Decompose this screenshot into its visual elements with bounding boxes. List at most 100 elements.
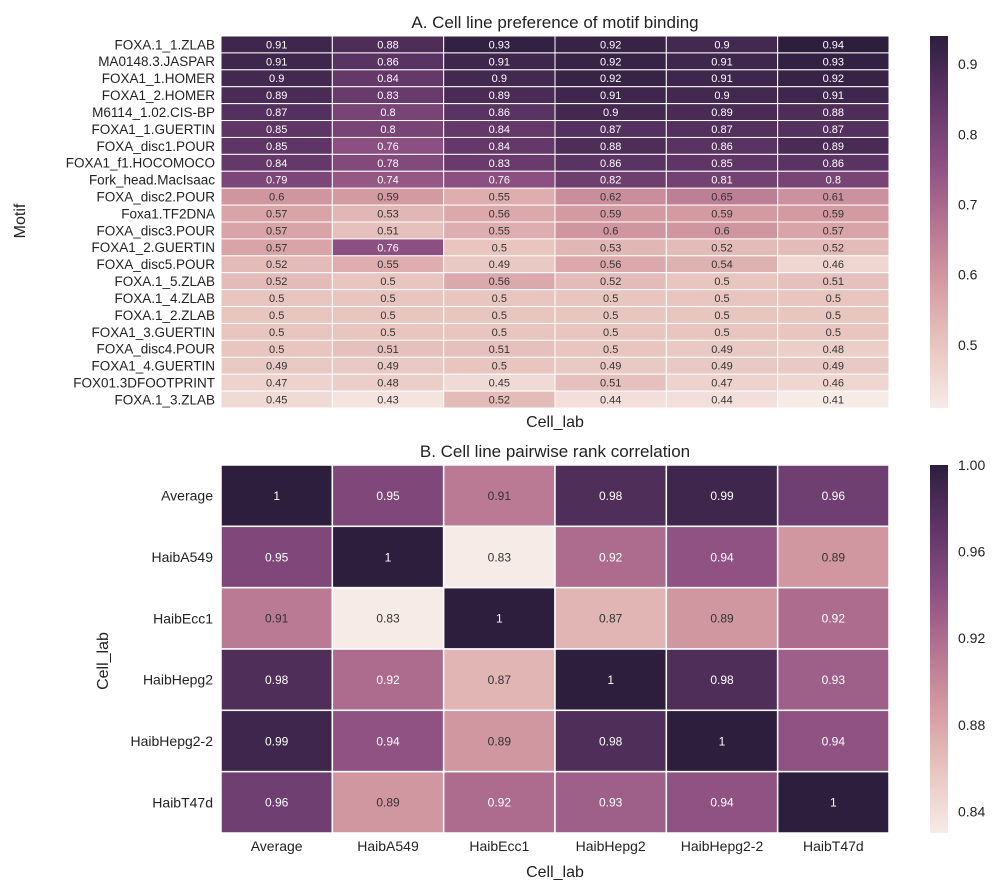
cell-value-label: 0.88 <box>823 107 844 119</box>
row-tick-label: HaibT47d <box>152 794 213 810</box>
cell-value-label: 0.89 <box>822 550 846 564</box>
row-tick-label: FOXA.1_4.ZLAB <box>114 291 215 306</box>
row-tick-label: FOXA.1_3.ZLAB <box>114 392 215 407</box>
row-tick-label: FOXA1_3.GUERTIN <box>91 325 215 340</box>
cell-value-label: 0.93 <box>599 796 623 810</box>
cell-value-label: 0.9 <box>269 73 284 85</box>
panel-a: A. Cell line preference of motif binding… <box>12 13 978 431</box>
panel-b-cells: 1 0.95 0.91 0.98 0.99 0.96 0.95 1 0.83 0.92 0.94 0.… <box>220 464 890 834</box>
cell-value-label: 0.53 <box>377 209 398 221</box>
cell-value-label: 1 <box>830 796 837 810</box>
cell-value-label: 0.9 <box>603 107 618 119</box>
cell-value-label: 0.9 <box>714 39 729 51</box>
heatmap-cell <box>776 770 890 834</box>
cell-value-label: 0.52 <box>489 395 510 407</box>
cell-value-label: 0.91 <box>711 73 732 85</box>
cell-value-label: 0.43 <box>377 395 398 407</box>
row-tick-label: FOXA.1_2.ZLAB <box>114 308 215 323</box>
row-tick-label: HaibA549 <box>152 549 214 565</box>
cell-value-label: 0.91 <box>711 56 732 68</box>
cell-value-label: 0.51 <box>489 344 510 356</box>
heatmap-cell <box>665 648 779 712</box>
cell-value-label: 0.55 <box>489 192 510 204</box>
cell-value-label: 0.92 <box>822 612 846 626</box>
colorbar-tick-label: 0.9 <box>958 56 978 72</box>
heatmap-cell <box>442 770 556 834</box>
cell-value-label: 0.47 <box>711 378 732 390</box>
cell-value-label: 0.84 <box>489 124 510 136</box>
cell-value-label: 0.74 <box>377 175 398 187</box>
cell-value-label: 0.91 <box>489 56 510 68</box>
heatmap-cell <box>777 390 890 409</box>
cell-value-label: 0.89 <box>710 612 734 626</box>
colorbar-tick-label: 0.5 <box>958 337 978 353</box>
cell-value-label: 0.53 <box>600 242 621 254</box>
cell-value-label: 0.5 <box>269 344 284 356</box>
cell-value-label: 0.57 <box>266 242 287 254</box>
cell-value-label: 0.92 <box>823 73 844 85</box>
cell-value-label: 0.87 <box>600 124 621 136</box>
column-tick-label: HaibA549 <box>357 838 419 854</box>
cell-value-label: 0.94 <box>376 734 400 748</box>
cell-value-label: 0.95 <box>376 489 400 503</box>
cell-value-label: 0.9 <box>714 90 729 102</box>
cell-value-label: 1 <box>496 612 503 626</box>
colorbar-tick-label: 0.7 <box>958 196 978 212</box>
cell-value-label: 0.5 <box>714 293 729 305</box>
heatmap-cell <box>554 709 668 773</box>
cell-value-label: 1 <box>719 734 726 748</box>
cell-value-label: 0.5 <box>269 293 284 305</box>
cell-value-label: 0.96 <box>822 489 846 503</box>
colorbar-tick-label: 0.6 <box>958 267 978 283</box>
cell-value-label: 0.87 <box>599 612 623 626</box>
row-tick-label: FOXA1_f1.HOCOMOCO <box>66 156 215 171</box>
heatmap-cell <box>554 648 668 712</box>
row-tick-label: FOXA1_1.GUERTIN <box>91 122 215 137</box>
cell-value-label: 0.91 <box>266 39 287 51</box>
cell-value-label: 0.52 <box>600 276 621 288</box>
cell-value-label: 0.45 <box>489 378 510 390</box>
row-tick-label: FOXA_disc4.POUR <box>96 342 215 357</box>
row-tick-label: HaibHepg2 <box>143 672 213 688</box>
cell-value-label: 0.8 <box>380 124 395 136</box>
heatmap-cell <box>554 770 668 834</box>
cell-value-label: 0.5 <box>492 242 507 254</box>
cell-value-label: 0.91 <box>265 612 289 626</box>
cell-value-label: 0.52 <box>823 242 844 254</box>
panel-b: B. Cell line pairwise rank correlation 1… <box>95 442 985 881</box>
cell-value-label: 0.52 <box>266 276 287 288</box>
cell-value-label: 0.5 <box>492 310 507 322</box>
cell-value-label: 0.51 <box>377 344 398 356</box>
cell-value-label: 0.93 <box>489 39 510 51</box>
cell-value-label: 0.48 <box>377 378 398 390</box>
cell-value-label: 0.5 <box>714 310 729 322</box>
cell-value-label: 0.59 <box>823 209 844 221</box>
cell-value-label: 0.56 <box>489 209 510 221</box>
cell-value-label: 0.49 <box>489 259 510 271</box>
row-tick-label: HaibEcc1 <box>153 610 213 626</box>
panel-b-ylabel: Cell_lab <box>95 632 112 690</box>
cell-value-label: 0.99 <box>265 734 289 748</box>
cell-value-label: 0.47 <box>266 378 287 390</box>
cell-value-label: 0.91 <box>823 90 844 102</box>
cell-value-label: 0.49 <box>823 361 844 373</box>
colorbar-tick-label: 0.84 <box>958 803 985 819</box>
cell-value-label: 0.65 <box>711 192 732 204</box>
panel-a-title: A. Cell line preference of motif binding <box>411 13 698 32</box>
cell-value-label: 0.96 <box>265 796 289 810</box>
colorbar-tick-label: 1.00 <box>958 457 985 473</box>
cell-value-label: 0.44 <box>711 395 732 407</box>
cell-value-label: 0.92 <box>376 673 400 687</box>
cell-value-label: 0.84 <box>377 73 398 85</box>
panel-a-cells: 0.91 0.88 0.93 0.92 0.9 0.94 0.91 0.86 0.91 0.92 0… <box>220 35 890 409</box>
cell-value-label: 0.5 <box>714 327 729 339</box>
panel-b-colorbar: 0.84 0.88 0.92 0.96 1.00 <box>930 457 985 833</box>
cell-value-label: 0.86 <box>377 56 398 68</box>
cell-value-label: 0.5 <box>492 327 507 339</box>
panel-b-title: B. Cell line pairwise rank correlation <box>420 442 690 461</box>
row-tick-label: FOXA1_2.HOMER <box>102 88 216 103</box>
row-tick-label: FOXA_disc1.POUR <box>96 139 215 154</box>
cell-value-label: 0.76 <box>377 242 398 254</box>
cell-value-label: 0.9 <box>492 73 507 85</box>
cell-value-label: 0.83 <box>489 158 510 170</box>
